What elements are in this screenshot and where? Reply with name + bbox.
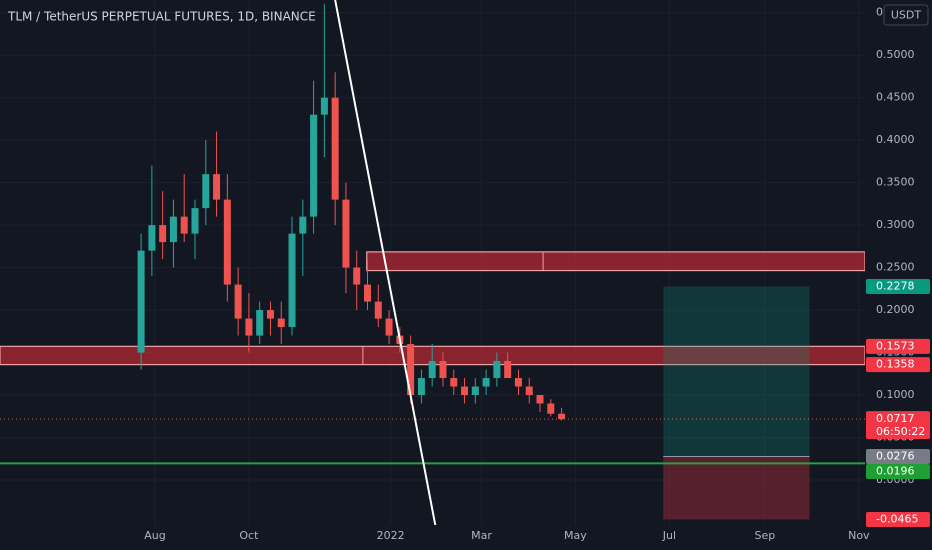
currency: USDT	[891, 9, 922, 22]
price-label: 0.0276	[876, 450, 915, 463]
candle-body	[493, 361, 501, 379]
chart-title: TLM / TetherUS PERPETUAL FUTURES, 1D, BI…	[7, 10, 316, 24]
candle-body	[525, 386, 533, 396]
candle-body	[137, 250, 145, 353]
candle-body	[245, 318, 253, 336]
y-tick-label: 0.5000	[876, 48, 915, 61]
price-label: 0.1573	[876, 339, 915, 352]
candle-body	[428, 361, 436, 379]
x-tick-label: Nov	[848, 529, 870, 542]
candle-body	[234, 284, 242, 319]
candle-body	[374, 301, 382, 319]
candle-body	[299, 216, 307, 234]
price-label-box	[866, 278, 930, 294]
price-label-box	[866, 449, 930, 465]
price-label-box	[866, 357, 930, 373]
countdown-label: 06:50:22	[876, 425, 925, 438]
candle-body	[461, 386, 469, 396]
candle-body	[342, 199, 350, 268]
candle-body	[223, 199, 231, 285]
candle-body	[364, 284, 372, 302]
trendline	[334, 0, 437, 526]
candle-body	[547, 403, 555, 414]
candle-body	[536, 395, 544, 404]
candle-body	[169, 216, 177, 243]
candle-body	[450, 378, 458, 387]
price-label: 0.1358	[876, 358, 915, 371]
candle-body	[417, 378, 425, 396]
currency-box	[883, 4, 929, 26]
y-tick-label: 0.3000	[876, 218, 915, 231]
candle-body	[148, 225, 156, 251]
price-label: 0.0196	[876, 465, 915, 478]
candle-body	[331, 97, 339, 200]
x-tick-label: Aug	[144, 529, 165, 542]
candle-body	[514, 378, 522, 387]
price-label: -0.0465	[876, 512, 918, 525]
candle-body	[558, 413, 566, 420]
y-tick-label: 0.2000	[876, 303, 915, 316]
position-target	[663, 286, 810, 457]
price-label-box	[866, 338, 930, 354]
x-tick-label: Oct	[239, 529, 259, 542]
position-stop	[663, 456, 810, 520]
last-price-label: 0.0717	[876, 412, 915, 425]
candle-body	[256, 310, 264, 336]
price-label: 0.2278	[876, 279, 915, 292]
y-tick-label: 0.3500	[876, 176, 915, 189]
candle-body	[353, 267, 361, 285]
x-tick-label: Mar	[471, 529, 492, 542]
price-label-box	[866, 511, 930, 527]
candle-body	[471, 386, 479, 396]
price-label-box	[866, 464, 930, 480]
candle-body	[180, 216, 188, 234]
candle-body	[439, 361, 447, 379]
candle-body	[504, 361, 512, 379]
y-tick-label: 0.1000	[876, 388, 915, 401]
candle-body	[213, 174, 221, 200]
candle-body	[202, 174, 210, 209]
candle-body	[288, 233, 296, 328]
y-tick-label: 0.2500	[876, 261, 915, 274]
x-tick-label: 2022	[377, 529, 405, 542]
last-price-box	[866, 411, 930, 440]
candle-body	[407, 344, 415, 396]
candle-body	[277, 318, 285, 328]
y-tick-label: 0.4500	[876, 91, 915, 104]
y-tick-label: 0.4000	[876, 133, 915, 146]
x-tick-label: Jul	[662, 529, 676, 542]
candle-body	[191, 208, 199, 234]
candle-body	[385, 318, 393, 336]
candle-body	[266, 310, 274, 319]
x-tick-label: Sep	[755, 529, 776, 542]
zone	[366, 251, 866, 272]
candle-body	[159, 225, 167, 243]
candle-body	[482, 378, 490, 387]
x-tick-label: May	[564, 529, 587, 542]
candle-body	[310, 114, 318, 217]
candle-body	[320, 97, 328, 115]
